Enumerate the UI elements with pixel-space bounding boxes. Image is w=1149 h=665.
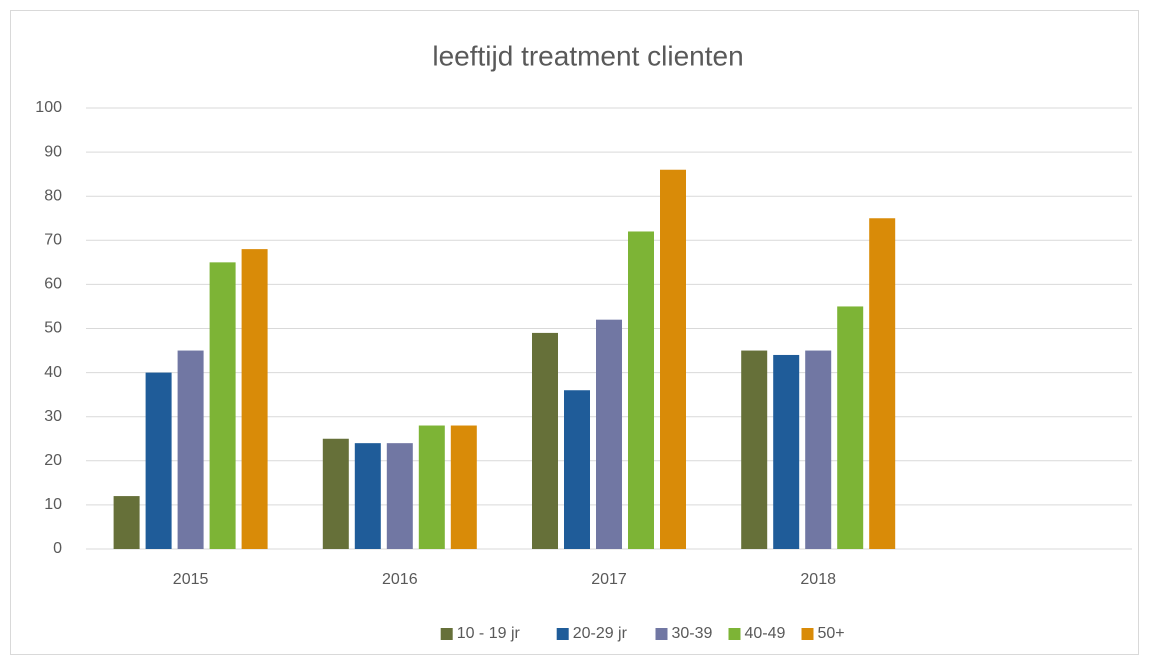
legend-label: 10 - 19 jr [457, 625, 521, 642]
legend-label: 30-39 [672, 625, 713, 642]
bar [773, 354, 800, 549]
y-tick-label: 20 [44, 452, 62, 469]
legend-label: 50+ [818, 625, 845, 642]
bar [628, 231, 654, 550]
bar [805, 350, 832, 549]
bar [837, 306, 864, 549]
bar [564, 390, 590, 549]
y-tick-label: 60 [44, 276, 62, 293]
chart-title: leeftijd treatment clienten [432, 40, 743, 71]
legend-swatch [801, 628, 814, 640]
y-tick-label: 10 [44, 496, 62, 513]
legend-label: 20-29 jr [573, 625, 628, 642]
legend-swatch [556, 628, 569, 640]
x-tick-label: 2017 [591, 571, 627, 588]
y-tick-label: 90 [44, 143, 62, 160]
y-tick-label: 0 [53, 540, 62, 557]
y-tick-label: 100 [35, 99, 62, 116]
y-tick-label: 40 [44, 364, 62, 381]
legend-swatch [655, 628, 668, 640]
legend-label: 40-49 [745, 625, 786, 642]
x-tick-label: 2018 [800, 571, 836, 588]
bar [354, 443, 381, 549]
bar [450, 425, 477, 549]
bar [596, 319, 622, 549]
bar [145, 372, 172, 549]
bar [741, 350, 768, 549]
bar [177, 350, 204, 549]
y-tick-label: 70 [44, 232, 62, 249]
bar [386, 443, 413, 549]
chart-border [10, 10, 1139, 655]
bar [322, 438, 349, 549]
y-tick-label: 30 [44, 408, 62, 425]
legend-swatch [440, 628, 453, 640]
bar [418, 425, 445, 549]
bar [532, 332, 558, 549]
x-tick-label: 2016 [382, 571, 418, 588]
bar [869, 218, 896, 549]
y-tick-label: 80 [44, 187, 62, 204]
legend-swatch [728, 628, 741, 640]
bar [113, 496, 140, 549]
x-tick-label: 2015 [173, 571, 209, 588]
bar [209, 262, 236, 549]
bar [660, 169, 686, 550]
bar [241, 249, 268, 549]
y-tick-label: 50 [44, 320, 62, 337]
